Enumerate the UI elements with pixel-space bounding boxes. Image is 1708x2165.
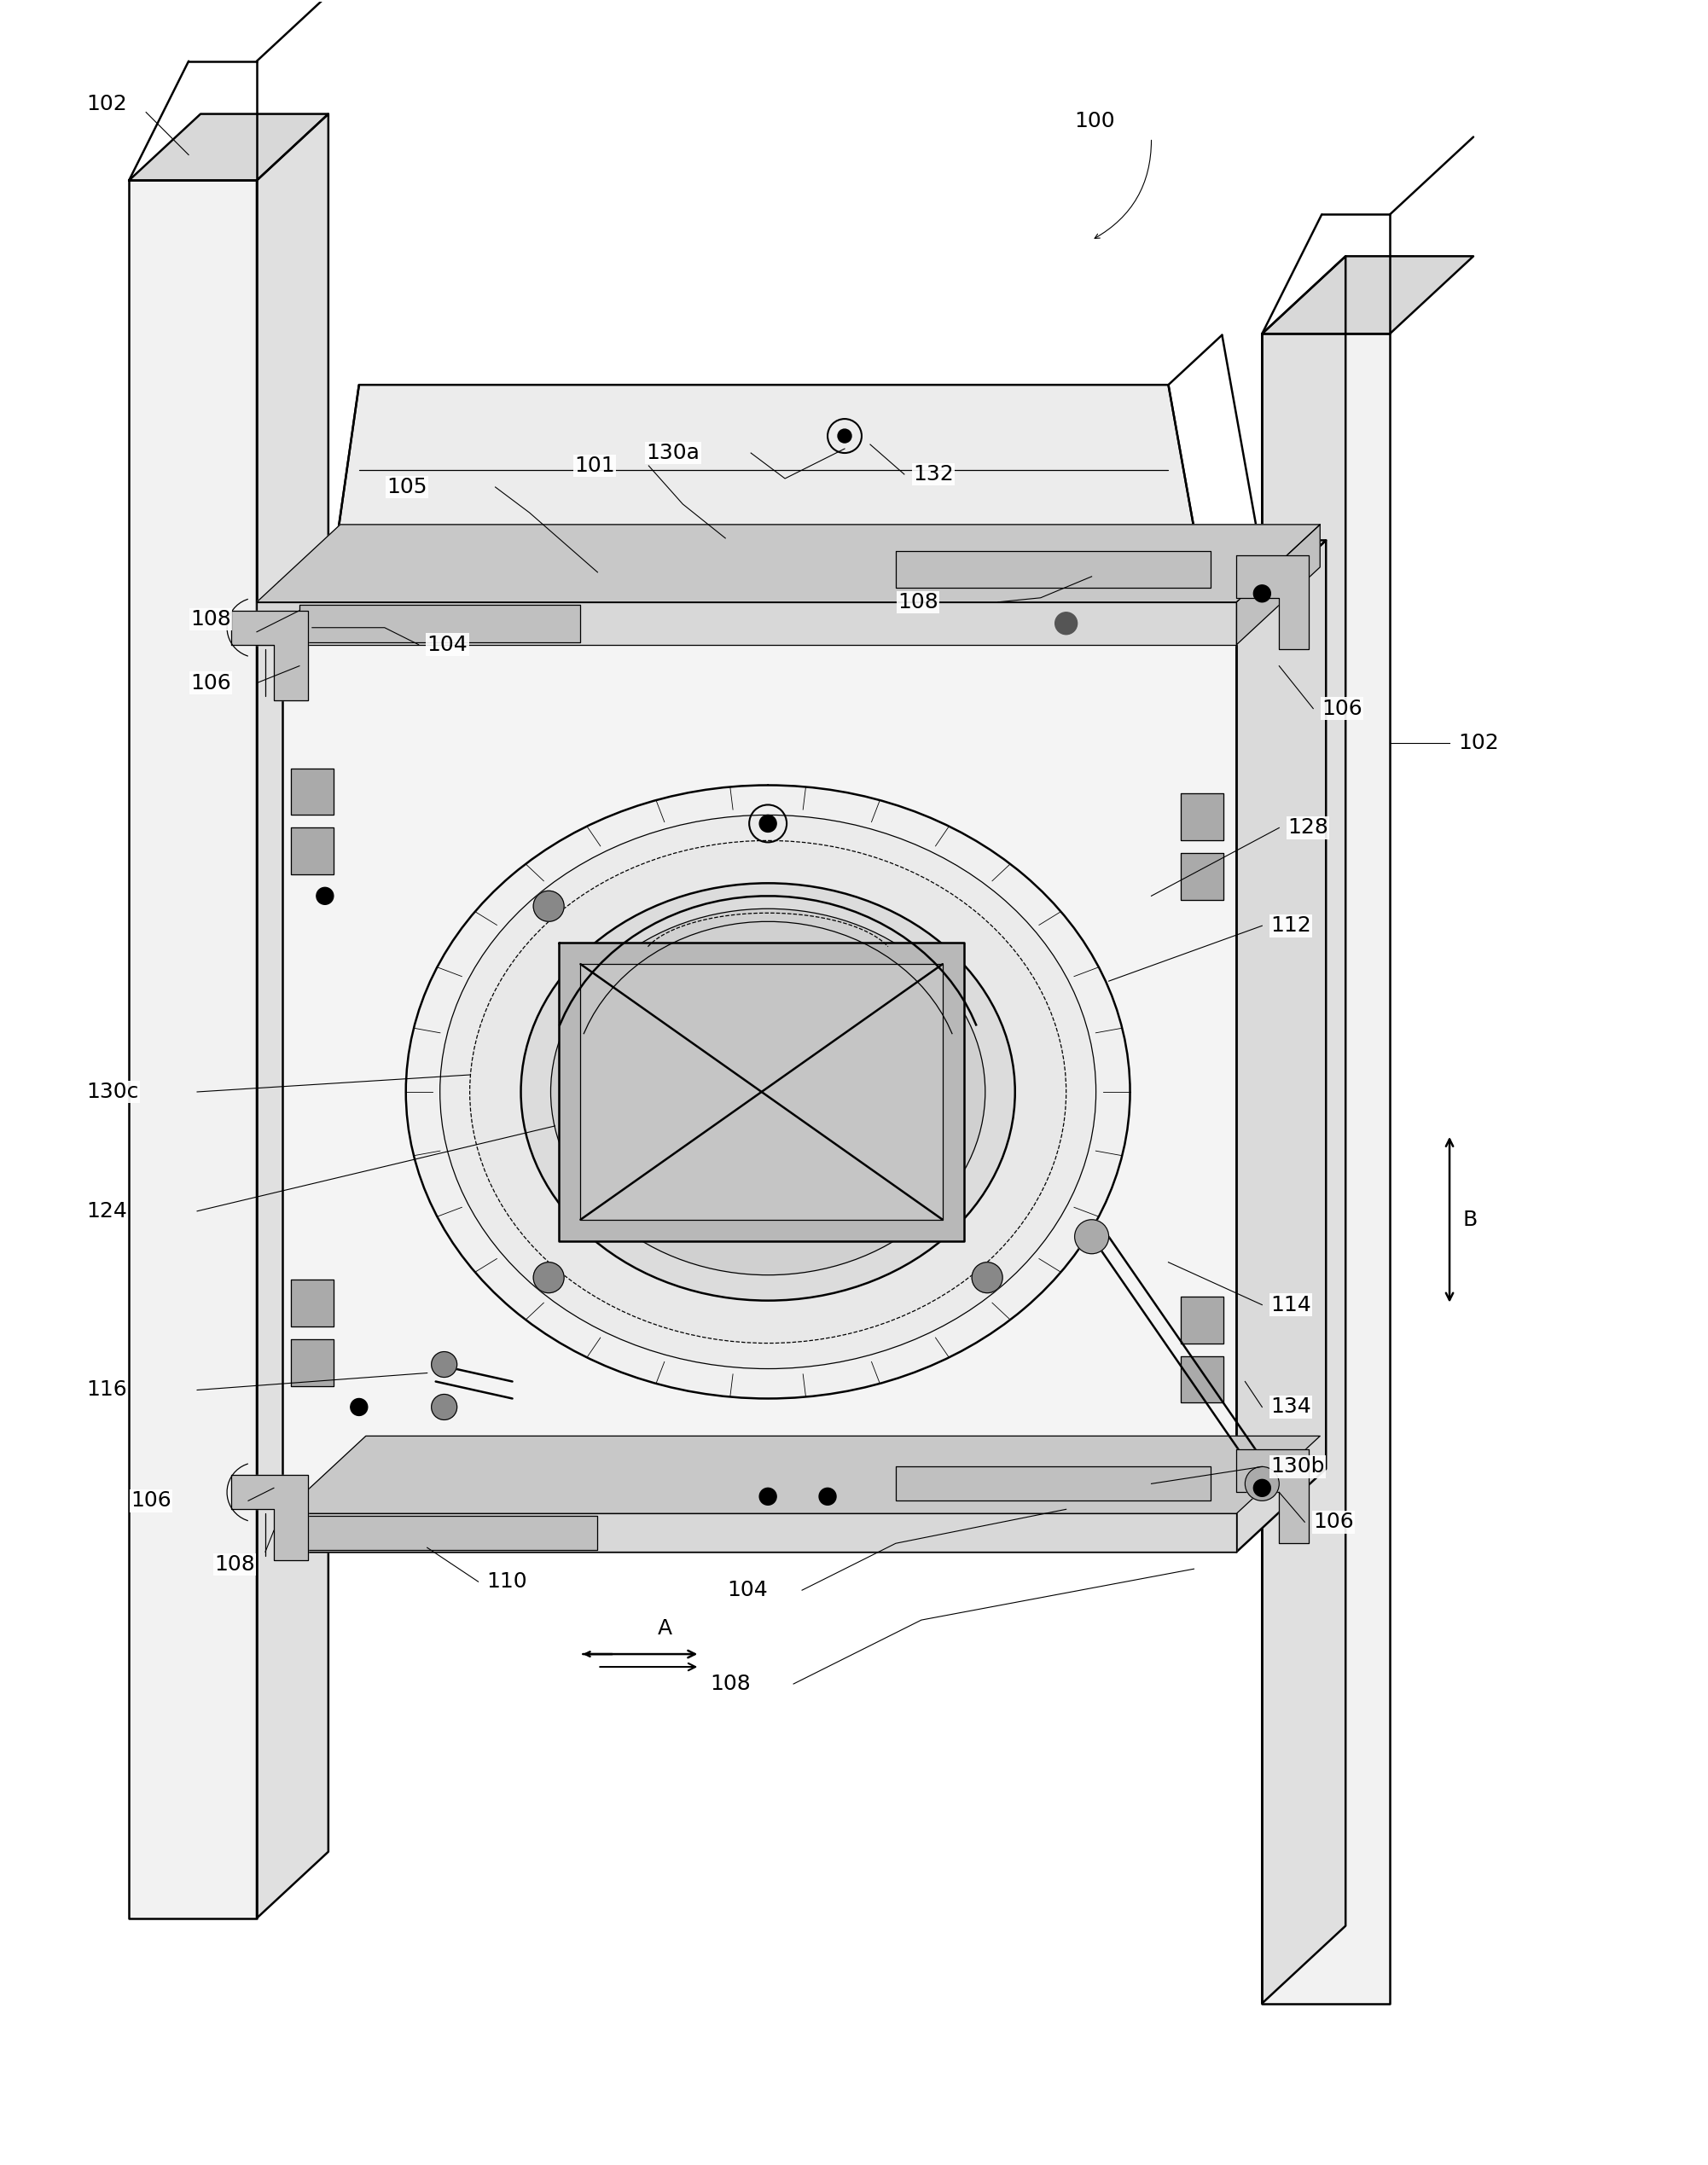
Polygon shape: [1262, 255, 1346, 2003]
Circle shape: [1056, 613, 1078, 634]
Polygon shape: [130, 180, 256, 1918]
Polygon shape: [231, 611, 307, 699]
Polygon shape: [256, 115, 328, 1918]
Text: 114: 114: [1271, 1295, 1312, 1314]
Circle shape: [533, 1262, 564, 1293]
Polygon shape: [130, 115, 328, 180]
Text: 104: 104: [728, 1580, 769, 1600]
Text: 104: 104: [427, 634, 468, 654]
Text: 112: 112: [1271, 916, 1312, 935]
Polygon shape: [895, 550, 1211, 587]
Text: 134: 134: [1271, 1396, 1312, 1418]
Text: 116: 116: [87, 1379, 126, 1401]
Polygon shape: [1237, 541, 1325, 1552]
Circle shape: [1245, 1466, 1279, 1500]
Circle shape: [760, 814, 777, 831]
Circle shape: [972, 1262, 1003, 1293]
Text: 108: 108: [191, 608, 231, 630]
Ellipse shape: [441, 814, 1097, 1368]
Text: A: A: [658, 1617, 671, 1639]
Polygon shape: [231, 1474, 307, 1561]
Polygon shape: [290, 827, 333, 875]
Circle shape: [1254, 1479, 1271, 1496]
Text: 110: 110: [487, 1572, 528, 1591]
Text: 130a: 130a: [646, 444, 700, 463]
Polygon shape: [282, 541, 1325, 624]
Ellipse shape: [521, 883, 1015, 1301]
Ellipse shape: [407, 786, 1131, 1399]
Text: 128: 128: [1288, 818, 1329, 838]
Polygon shape: [282, 624, 1237, 1552]
Polygon shape: [1182, 795, 1223, 840]
Ellipse shape: [550, 909, 986, 1275]
Polygon shape: [290, 769, 333, 814]
Polygon shape: [256, 524, 1320, 602]
Polygon shape: [559, 942, 963, 1241]
Text: 106: 106: [1313, 1511, 1354, 1533]
Text: 101: 101: [574, 455, 615, 476]
Polygon shape: [282, 1513, 1237, 1552]
Circle shape: [760, 1487, 777, 1505]
Text: 124: 124: [87, 1202, 126, 1221]
Text: 108: 108: [898, 591, 938, 613]
Text: 130b: 130b: [1271, 1457, 1325, 1477]
Polygon shape: [282, 1435, 1320, 1513]
Text: 130c: 130c: [87, 1082, 138, 1102]
Circle shape: [533, 890, 564, 922]
Polygon shape: [895, 1466, 1211, 1500]
Polygon shape: [1262, 333, 1390, 2003]
Circle shape: [432, 1351, 458, 1377]
Text: 102: 102: [1459, 732, 1500, 753]
Polygon shape: [1237, 554, 1308, 650]
Polygon shape: [256, 602, 1237, 645]
Polygon shape: [1182, 1297, 1223, 1342]
Polygon shape: [299, 1515, 598, 1550]
Text: 132: 132: [912, 463, 953, 485]
Text: 102: 102: [87, 93, 126, 115]
Text: B: B: [1462, 1210, 1477, 1230]
Polygon shape: [299, 604, 581, 643]
Polygon shape: [1237, 524, 1320, 645]
Polygon shape: [290, 1280, 333, 1327]
Circle shape: [1074, 1219, 1108, 1254]
Polygon shape: [290, 1338, 333, 1386]
Circle shape: [1254, 585, 1271, 602]
Circle shape: [432, 1394, 458, 1420]
Polygon shape: [1182, 853, 1223, 901]
Text: 108: 108: [711, 1674, 752, 1695]
Text: 106: 106: [1322, 699, 1363, 719]
Polygon shape: [1262, 255, 1474, 333]
Text: 105: 105: [386, 476, 427, 498]
Circle shape: [839, 429, 852, 444]
Text: 108: 108: [214, 1554, 254, 1574]
Ellipse shape: [470, 840, 1066, 1342]
Text: 106: 106: [132, 1490, 171, 1511]
Text: 106: 106: [191, 673, 231, 693]
Polygon shape: [1182, 1355, 1223, 1403]
Circle shape: [316, 888, 333, 905]
Circle shape: [350, 1399, 367, 1416]
Text: 100: 100: [1074, 110, 1115, 132]
Circle shape: [820, 1487, 837, 1505]
Polygon shape: [581, 963, 943, 1219]
Polygon shape: [1237, 1451, 1308, 1544]
Polygon shape: [325, 385, 1211, 624]
